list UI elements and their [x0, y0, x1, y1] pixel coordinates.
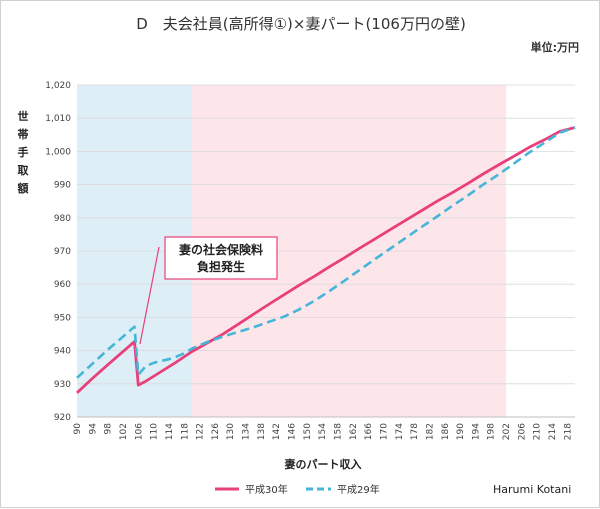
x-tick-202: 202: [502, 423, 512, 440]
y-axis-label: 世帯手取額: [17, 109, 29, 195]
gridlines: [77, 84, 575, 385]
y-tick-920: 920: [54, 413, 71, 423]
x-tick-210: 210: [533, 423, 543, 440]
x-tick-138: 138: [257, 423, 267, 440]
x-tick-126: 126: [211, 423, 221, 440]
x-tick-90: 90: [73, 423, 83, 435]
series-line-h29: [76, 126, 576, 379]
credit: Harumi Kotani: [493, 483, 571, 496]
annotation-callout: 妻の社会保険料 負担発生: [139, 236, 278, 345]
x-tick-106: 106: [134, 423, 144, 440]
x-axis-label: 妻のパート収入: [285, 457, 362, 471]
x-tick-174: 174: [395, 423, 405, 440]
y-tick-930: 930: [54, 380, 71, 390]
x-tick-146: 146: [288, 423, 298, 440]
series-line-h30: [76, 126, 576, 394]
x-tick-94: 94: [88, 423, 98, 435]
x-tick-170: 170: [379, 423, 389, 440]
x-tick-130: 130: [226, 423, 236, 440]
x-tick-194: 194: [471, 423, 481, 440]
legend-label-h30: 平成30年: [245, 483, 288, 496]
y-tick-960: 960: [54, 280, 71, 290]
y-tick-1010: 1,010: [45, 114, 71, 124]
y-tick-990: 990: [54, 181, 71, 191]
y-tick-940: 940: [54, 347, 71, 357]
y-tick-970: 970: [54, 247, 71, 257]
unit-label: 単位:万円: [531, 40, 579, 54]
x-tick-178: 178: [410, 423, 420, 440]
chart-title: D 夫会社員(高所得①)×妻パート(106万円の壁): [136, 15, 466, 33]
y-tick-950: 950: [54, 313, 71, 323]
x-tick-206: 206: [517, 423, 527, 440]
y-tick-1020: 1,020: [45, 81, 71, 91]
annotation-pointer: [139, 246, 160, 345]
annotation-line-2: 負担発生: [197, 259, 245, 274]
x-tick-122: 122: [196, 423, 206, 440]
x-tick-214: 214: [548, 423, 558, 440]
x-tick-114: 114: [165, 423, 175, 440]
x-tick-166: 166: [364, 423, 374, 440]
x-tick-190: 190: [456, 423, 466, 440]
x-tick-158: 158: [333, 423, 343, 440]
legend: 平成30年 平成29年: [215, 483, 380, 496]
y-tick-1000: 1,000: [45, 147, 71, 157]
series-lines: [76, 126, 576, 394]
x-tick-labels: 90 94 98 102 106 110 114 118 122 126 130 134 138 142 1…: [73, 423, 573, 440]
x-tick-134: 134: [242, 423, 252, 440]
x-tick-186: 186: [441, 423, 451, 440]
annotation-box: [164, 236, 278, 280]
x-tick-162: 162: [349, 423, 359, 440]
legend-label-h29: 平成29年: [337, 483, 380, 496]
x-tick-150: 150: [303, 423, 313, 440]
x-tick-98: 98: [104, 423, 114, 435]
x-tick-118: 118: [180, 423, 190, 440]
x-tick-198: 198: [487, 423, 497, 440]
y-tick-labels: 920 930 940 950 960 970 980 990 1,000 1,010 1,020: [45, 81, 71, 423]
x-tick-102: 102: [119, 423, 129, 440]
x-tick-218: 218: [563, 423, 573, 440]
y-tick-980: 980: [54, 214, 71, 224]
annotation-line-1: 妻の社会保険料: [179, 242, 263, 257]
x-tick-110: 110: [150, 423, 160, 440]
x-tick-154: 154: [318, 423, 328, 440]
x-tick-182: 182: [425, 423, 435, 440]
x-tick-142: 142: [272, 423, 282, 440]
